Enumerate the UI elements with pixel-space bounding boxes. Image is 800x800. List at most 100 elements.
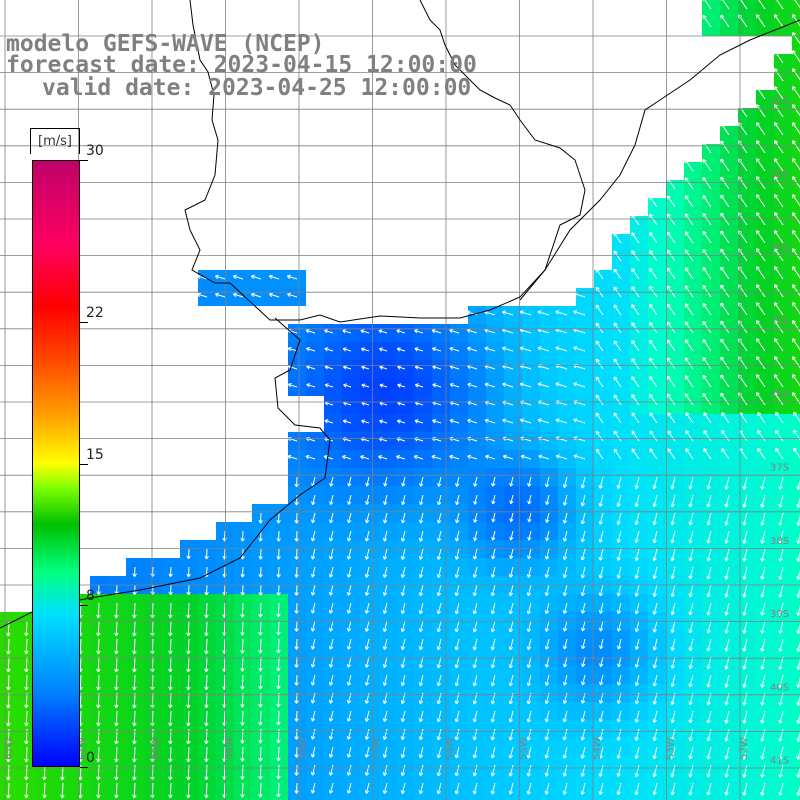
wind-arrow	[509, 566, 514, 578]
wind-arrow-head	[343, 366, 347, 370]
wind-arrow	[703, 448, 712, 460]
wind-arrow	[617, 710, 622, 723]
wind-arrow-head	[724, 683, 727, 688]
wind-arrow	[761, 494, 766, 508]
wind-arrow	[133, 638, 136, 655]
wind-arrow	[739, 412, 748, 424]
wind-arrow-head	[115, 668, 119, 673]
wind-arrow	[491, 566, 496, 578]
wind-arrow	[361, 384, 370, 388]
wind-arrow-head	[455, 701, 460, 705]
wind-arrow-head	[364, 790, 367, 794]
wind-arrow-head	[204, 632, 207, 637]
wind-arrow-head	[796, 738, 799, 742]
wind-arrow-head	[310, 555, 313, 560]
wind-arrow-head	[456, 483, 460, 487]
wind-arrow	[474, 512, 478, 523]
wind-arrow-head	[24, 668, 27, 673]
wind-arrow	[779, 764, 784, 778]
wind-arrow-head	[346, 555, 349, 560]
wind-arrow-head	[437, 556, 442, 560]
wind-arrow-head	[324, 330, 328, 334]
wind-arrow-head	[617, 521, 621, 525]
wind-arrow	[556, 455, 568, 460]
wind-arrow-head	[761, 666, 765, 670]
wind-arrow	[702, 285, 712, 298]
wind-arrow-head	[401, 646, 406, 651]
wind-arrow-head	[397, 419, 401, 422]
wind-arrow-head	[555, 311, 559, 315]
wind-arrow-head	[260, 556, 263, 560]
wind-arrow-head	[774, 194, 778, 197]
wind-arrow-head	[188, 555, 191, 560]
wind-arrow-head	[294, 772, 297, 776]
wind-arrow	[509, 710, 514, 723]
wind-arrow-head	[114, 740, 117, 745]
wind-arrow	[324, 347, 334, 352]
wind-arrow-head	[599, 773, 603, 777]
wind-arrow-head	[537, 329, 541, 333]
wind-arrow-head	[346, 519, 349, 524]
wind-arrow-head	[761, 612, 765, 616]
wind-arrow	[537, 365, 550, 370]
wind-arrow	[635, 476, 640, 489]
wind-arrow	[197, 293, 208, 298]
wind-arrow-head	[305, 455, 309, 460]
wind-arrow-head	[168, 614, 171, 619]
wind-arrow-head	[396, 330, 400, 334]
wind-arrow-head	[779, 558, 783, 562]
wind-arrow-head	[756, 212, 760, 215]
wind-arrow-head	[397, 384, 401, 388]
speed-cell	[792, 342, 800, 360]
wind-arrow	[401, 728, 406, 740]
wind-arrow-head	[473, 537, 475, 541]
wind-arrow-head	[702, 284, 707, 288]
wind-arrow-head	[365, 718, 370, 722]
wind-arrow-head	[436, 592, 439, 596]
wind-arrow	[671, 566, 676, 580]
wind-arrow-head	[276, 649, 279, 654]
speed-cell	[378, 792, 396, 800]
wind-arrow-head	[761, 576, 765, 580]
wind-arrow	[347, 512, 352, 524]
wind-arrow	[649, 268, 658, 280]
wind-arrow-head	[703, 448, 708, 451]
wind-arrow	[707, 638, 712, 652]
wind-arrow-head	[449, 418, 454, 421]
wind-arrow-head	[276, 685, 279, 690]
wind-arrow-head	[310, 573, 313, 578]
wind-arrow-head	[348, 501, 352, 505]
wind-arrow	[635, 710, 640, 723]
wind-arrow-head	[114, 668, 117, 673]
wind-arrow-head	[347, 736, 352, 740]
wind-arrow-head	[508, 754, 511, 759]
wind-arrow	[563, 638, 568, 650]
wind-arrow-head	[258, 555, 261, 560]
wind-arrow-head	[328, 591, 331, 596]
wind-arrow-head	[635, 485, 639, 490]
wind-arrow	[761, 476, 766, 490]
wind-arrow	[528, 548, 532, 559]
longitude-label: 53W	[666, 737, 677, 760]
wind-arrow-head	[796, 522, 799, 526]
speed-cell	[792, 648, 800, 666]
wind-arrow-head	[250, 293, 255, 297]
wind-arrow-head	[792, 86, 796, 89]
wind-arrow-head	[383, 592, 388, 596]
wind-arrow-head	[635, 682, 640, 687]
wind-arrow	[311, 530, 316, 542]
wind-arrow	[725, 584, 730, 598]
wind-arrow-head	[564, 502, 568, 506]
wind-arrow	[295, 566, 298, 578]
wind-arrow	[415, 366, 424, 370]
wind-arrow-head	[449, 346, 454, 349]
wind-arrow-head	[365, 736, 370, 740]
wind-arrow	[756, 302, 766, 316]
wind-arrow-head	[544, 483, 547, 488]
wind-arrow-head	[742, 755, 745, 760]
wind-arrow-head	[186, 740, 189, 745]
wind-arrow-head	[240, 537, 243, 542]
wind-arrow-head	[402, 501, 406, 506]
colorbar-gradient	[33, 161, 79, 766]
wind-arrow-head	[667, 267, 671, 270]
